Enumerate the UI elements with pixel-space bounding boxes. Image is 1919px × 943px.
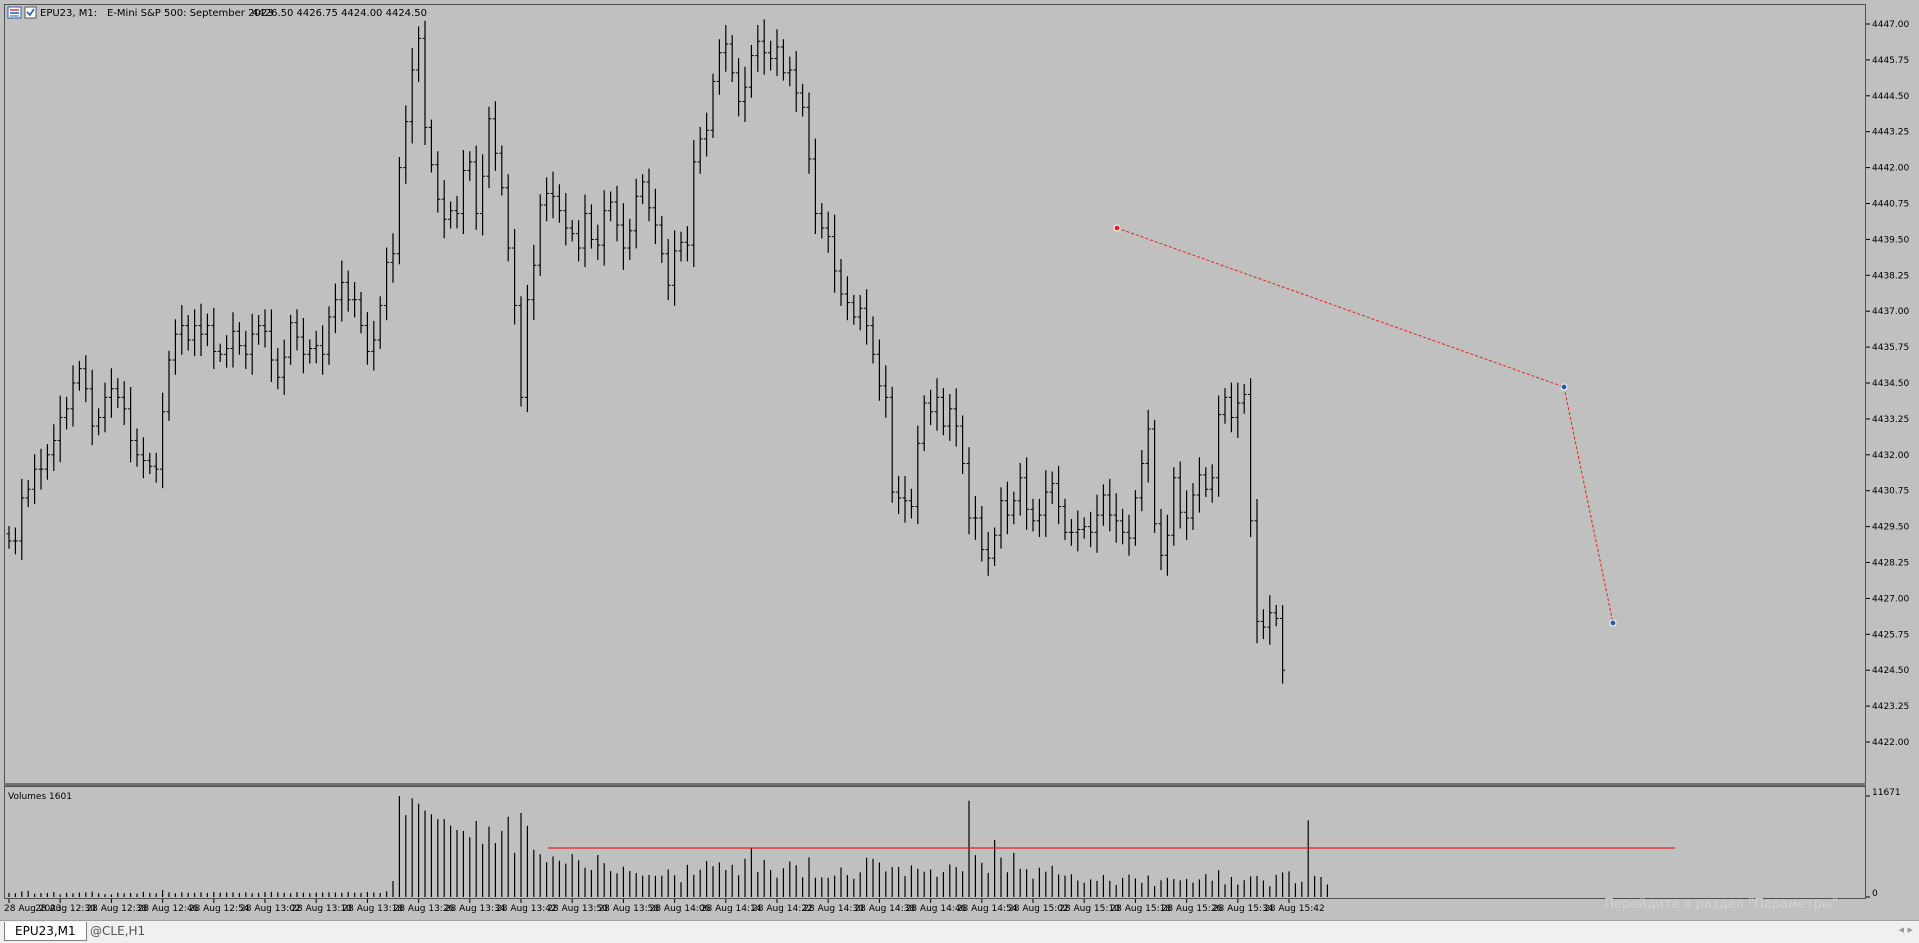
- tab-scroll-arrows-icon[interactable]: ◂ ▸: [1898, 923, 1913, 936]
- volume-panel-frame: [4, 786, 1866, 899]
- trend-line-object[interactable]: [1113, 224, 1617, 627]
- time-tick-label: 28 Aug 13:34: [445, 904, 506, 914]
- header-description: E-Mini S&P 500: September 2023: [107, 8, 274, 19]
- chart-header: EPU23, M1: E-Mini S&P 500: September 202…: [7, 6, 427, 19]
- activation-watermark: Перейдите в раздел "Параметры": [1604, 897, 1838, 912]
- price-tick-label: 4434.50: [1872, 379, 1909, 389]
- time-tick-label: 28 Aug 15:10: [1059, 904, 1120, 914]
- tab-epu23-m1[interactable]: EPU23,M1: [4, 922, 87, 941]
- header-symbol: EPU23, M1:: [40, 8, 97, 19]
- time-tick-label: 28 Aug 14:38: [854, 904, 915, 914]
- price-tick-label: 4439.50: [1872, 235, 1909, 245]
- time-tick-label: 28 Aug 12:46: [138, 904, 199, 914]
- volume-indicator-label: Volumes 1601: [8, 792, 72, 802]
- time-tick-label: 28 Aug 15:34: [1213, 904, 1274, 914]
- price-tick-label: 4432.00: [1872, 451, 1909, 461]
- time-tick-label: 28 Aug 13:02: [240, 904, 301, 914]
- panel-separator[interactable]: [4, 783, 1866, 786]
- price-axis: 4447.00 4445.75 4444.50 4443.25 4442.00 4440.…: [1866, 20, 1909, 748]
- volume-max-label: 11671: [1872, 788, 1901, 798]
- price-tick-label: 4433.25: [1872, 415, 1909, 425]
- price-tick-label: 4425.75: [1872, 630, 1909, 640]
- price-tick-label: 4424.50: [1872, 666, 1909, 676]
- header-ohlc: 4426.50 4426.75 4424.00 4424.50: [252, 8, 427, 19]
- time-tick-label: 28 Aug 14:06: [650, 904, 711, 914]
- price-tick-label: 4443.25: [1872, 128, 1909, 138]
- trend-anchor-point[interactable]: [1113, 224, 1121, 232]
- price-tick-label: 4442.00: [1872, 164, 1909, 174]
- time-tick-label: 28 Aug 12:30: [35, 904, 96, 914]
- tab-cle-h1[interactable]: @CLE,H1: [90, 924, 146, 938]
- time-tick-label: 28 Aug 15:26: [1162, 904, 1223, 914]
- chart-tab-bar: EPU23,M1 @CLE,H1 ◂ ▸: [0, 920, 1919, 943]
- volume-min-label: 0: [1872, 889, 1878, 899]
- time-tick-label: 28 Aug 14:46: [906, 904, 967, 914]
- time-tick-label: 28 Aug 14:30: [803, 904, 864, 914]
- time-tick-label: 28 Aug 13:10: [291, 904, 352, 914]
- trend-anchor-point[interactable]: [1560, 383, 1568, 391]
- time-tick-label: 28 Aug 15:42: [1264, 904, 1325, 914]
- price-tick-label: 4440.75: [1872, 200, 1909, 210]
- time-tick-label: 28 Aug 13:42: [496, 904, 557, 914]
- price-tick-label: 4438.25: [1872, 271, 1909, 281]
- price-tick-label: 4422.00: [1872, 738, 1909, 748]
- time-tick-label: 28 Aug 12:38: [86, 904, 147, 914]
- chart-background: [0, 0, 1919, 920]
- window-icon[interactable]: [7, 6, 22, 19]
- price-tick-label: 4423.25: [1872, 702, 1909, 712]
- price-tick-label: 4444.50: [1872, 92, 1909, 102]
- price-tick-label: 4428.25: [1872, 559, 1909, 569]
- checkbox-icon[interactable]: [24, 6, 37, 19]
- price-tick-label: 4429.50: [1872, 523, 1909, 533]
- price-tick-label: 4435.75: [1872, 343, 1909, 353]
- time-tick-label: 28 Aug 14:54: [957, 904, 1018, 914]
- price-tick-label: 4447.00: [1872, 20, 1909, 30]
- time-tick-label: 28 Aug 14:14: [701, 904, 762, 914]
- time-tick-label: 28 Aug 2023: [4, 904, 62, 914]
- price-tick-label: 4445.75: [1872, 56, 1909, 66]
- time-tick-label: 28 Aug 13:58: [598, 904, 659, 914]
- time-tick-label: 28 Aug 13:18: [342, 904, 403, 914]
- price-tick-label: 4430.75: [1872, 487, 1909, 497]
- price-chart[interactable]: 4447.00 4445.75 4444.50 4443.25 4442.00 4440.…: [0, 0, 1919, 920]
- trend-anchor-point[interactable]: [1609, 619, 1617, 627]
- price-bars: [6, 19, 1286, 684]
- time-tick-label: 28 Aug 13:26: [394, 904, 455, 914]
- time-tick-label: 28 Aug 12:54: [189, 904, 250, 914]
- time-tick-label: 28 Aug 13:50: [547, 904, 608, 914]
- dashed-trend-line[interactable]: [1116, 227, 1614, 624]
- price-tick-label: 4427.00: [1872, 594, 1909, 604]
- time-tick-label: 28 Aug 15:02: [1008, 904, 1069, 914]
- price-tick-label: 4437.00: [1872, 307, 1909, 317]
- volume-bars: [8, 795, 1870, 898]
- time-tick-label: 28 Aug 14:22: [752, 904, 813, 914]
- time-tick-label: 28 Aug 15:18: [1110, 904, 1171, 914]
